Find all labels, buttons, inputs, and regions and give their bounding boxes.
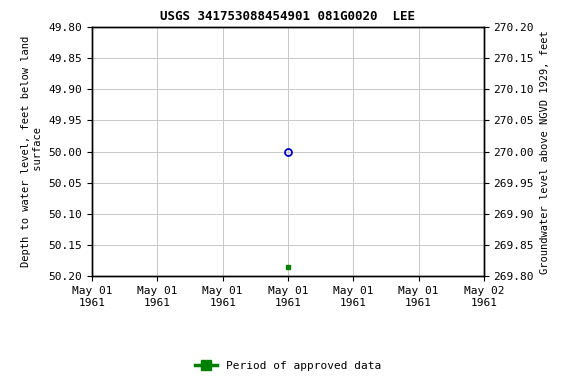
Title: USGS 341753088454901 081G0020  LEE: USGS 341753088454901 081G0020 LEE — [161, 10, 415, 23]
Y-axis label: Depth to water level, feet below land
 surface: Depth to water level, feet below land su… — [21, 36, 43, 267]
Legend: Period of approved data: Period of approved data — [191, 357, 385, 376]
Y-axis label: Groundwater level above NGVD 1929, feet: Groundwater level above NGVD 1929, feet — [540, 30, 550, 273]
